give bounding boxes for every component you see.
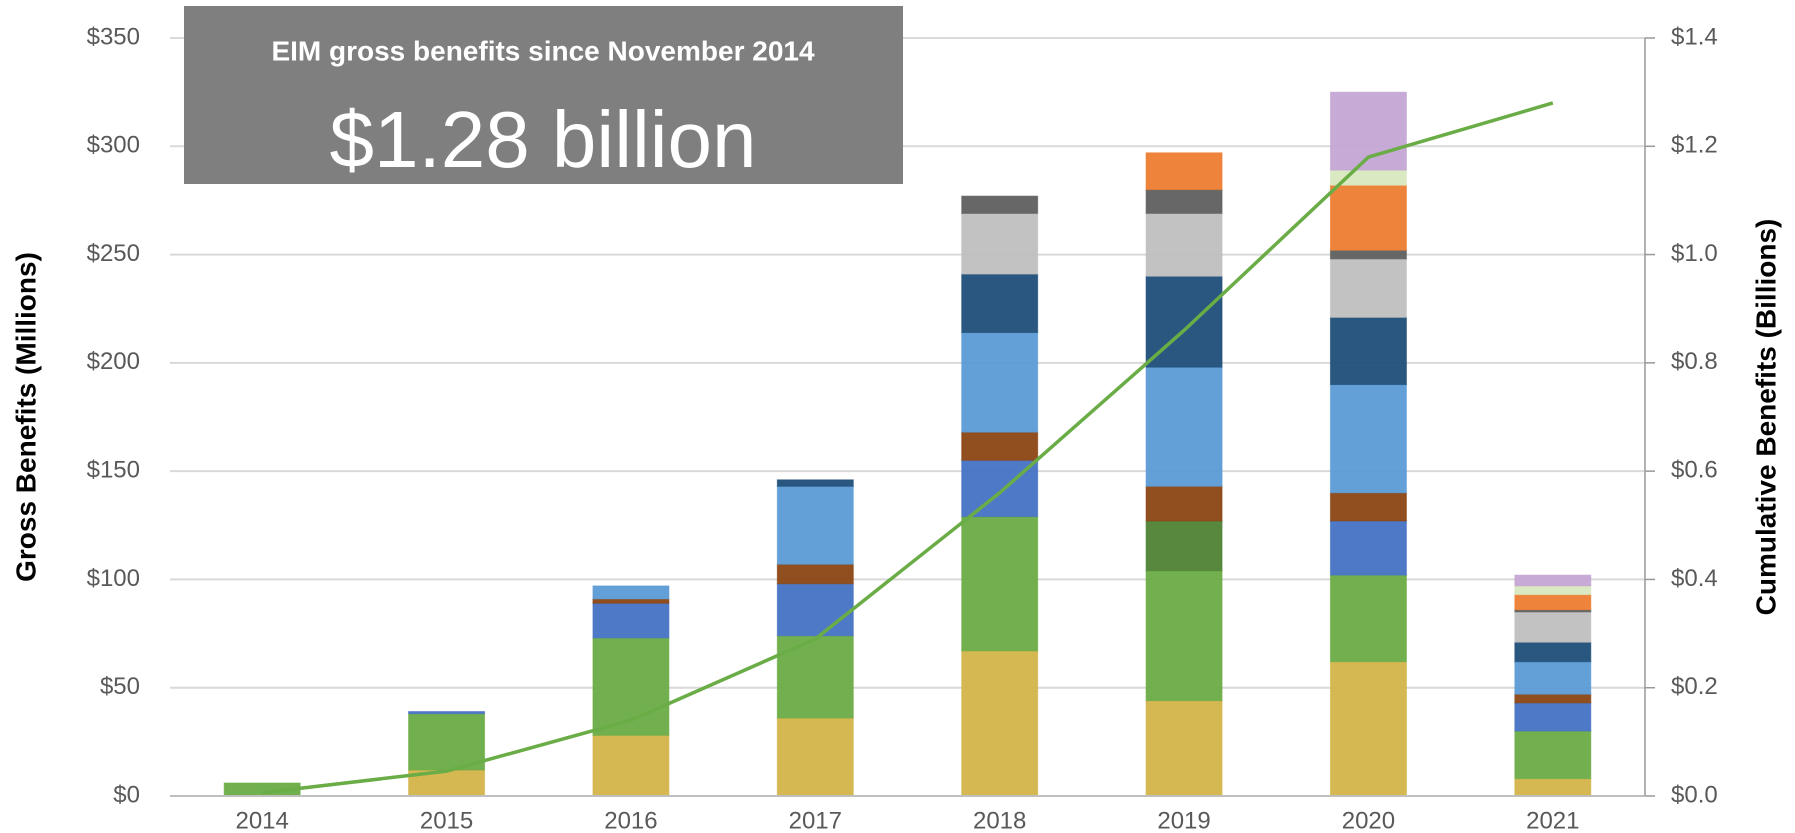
bar-segment: [776, 563, 854, 585]
bar-segment: [1514, 574, 1592, 587]
bar-segment: [776, 635, 854, 719]
bar-segment: [961, 195, 1039, 214]
y-tick-label: $50: [100, 673, 140, 700]
x-tick-label: 2016: [604, 807, 657, 833]
bar-segment: [961, 516, 1039, 652]
bar-segment: [961, 650, 1039, 797]
y2-tick-label: $0.8: [1671, 348, 1718, 375]
bar-segment: [776, 583, 854, 637]
x-tick-label: 2015: [420, 807, 473, 833]
x-tick-label: 2021: [1526, 807, 1579, 833]
bar-segment: [592, 585, 670, 600]
y-tick-label: $150: [87, 456, 140, 483]
bar-segment: [1145, 189, 1223, 214]
cumulative-line: [261, 101, 1554, 795]
bar-segment: [1514, 661, 1592, 695]
bar-segment: [1329, 258, 1407, 318]
bar-segment: [1145, 570, 1223, 702]
x-tick-label: 2018: [973, 807, 1026, 833]
annotation-title: EIM gross benefits since November 2014: [271, 35, 815, 66]
bar-segment: [961, 212, 1039, 275]
annotation-box: [184, 6, 903, 184]
y-tick-label: $350: [87, 23, 140, 50]
bar-segment: [961, 273, 1039, 334]
bar-segment: [592, 734, 670, 797]
y-tick-label: $300: [87, 132, 140, 159]
bar-segment: [408, 769, 486, 797]
y2-tick-label: $0.0: [1671, 781, 1718, 808]
bar-segment: [961, 431, 1039, 461]
y2-axis-title: Cumulative Benefits (Billions): [1750, 219, 1781, 616]
bar-segment: [1145, 520, 1223, 572]
bar-segment: [1145, 366, 1223, 487]
y2-tick-label: $0.4: [1671, 565, 1718, 592]
bar-segment: [961, 332, 1039, 433]
bar-segment: [1145, 485, 1223, 522]
y-tick-label: $200: [87, 348, 140, 375]
bar-segment: [592, 598, 670, 604]
bar-segment: [1329, 384, 1407, 494]
bar-segment: [408, 711, 486, 715]
bar-segment: [1145, 700, 1223, 797]
bar-segment: [1514, 611, 1592, 643]
bar-segment: [1329, 249, 1407, 260]
bar-segment: [1514, 702, 1592, 732]
y2-tick-label: $0.6: [1671, 456, 1718, 483]
bar-segment: [1329, 661, 1407, 797]
y2-tick-label: $1.0: [1671, 240, 1718, 267]
bar-segment: [1329, 316, 1407, 386]
bar-segment: [1514, 641, 1592, 663]
bar-segment: [776, 717, 854, 797]
bar-segment: [1329, 184, 1407, 251]
bar-segment: [1329, 520, 1407, 576]
bar-segment: [1514, 594, 1592, 611]
x-tick-label: 2020: [1342, 807, 1395, 833]
y-tick-label: $0: [113, 781, 140, 808]
x-tick-label: 2019: [1157, 807, 1210, 833]
bar-segment: [1514, 778, 1592, 797]
x-tick-label: 2017: [789, 807, 842, 833]
bar-segment: [1329, 492, 1407, 522]
bar-segment: [776, 479, 854, 487]
bar-segment: [776, 485, 854, 565]
bar-segment: [1145, 212, 1223, 277]
y2-tick-label: $0.2: [1671, 673, 1718, 700]
bar-segment: [1145, 152, 1223, 191]
bar-segment: [592, 602, 670, 639]
y-tick-label: $250: [87, 240, 140, 267]
y-axis-title: Gross Benefits (Millions): [10, 252, 41, 582]
y2-tick-label: $1.4: [1671, 23, 1718, 50]
bar-segment: [408, 713, 486, 771]
x-tick-label: 2014: [235, 807, 288, 833]
bar-segment: [1329, 574, 1407, 663]
annotation-text: $1.28 billion: [330, 95, 757, 184]
y-tick-label: $100: [87, 565, 140, 592]
bar-segment: [1514, 585, 1592, 596]
bar-segment: [1514, 730, 1592, 780]
y2-tick-label: $1.2: [1671, 132, 1718, 159]
bar-segment: [1514, 693, 1592, 704]
